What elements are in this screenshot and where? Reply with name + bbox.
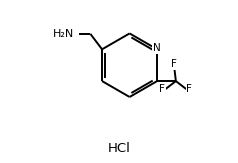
Text: N: N bbox=[153, 43, 161, 53]
Text: F: F bbox=[159, 84, 165, 94]
Text: H₂N: H₂N bbox=[53, 29, 74, 39]
Text: F: F bbox=[186, 84, 192, 94]
Text: F: F bbox=[171, 59, 177, 69]
Text: HCl: HCl bbox=[108, 142, 130, 155]
